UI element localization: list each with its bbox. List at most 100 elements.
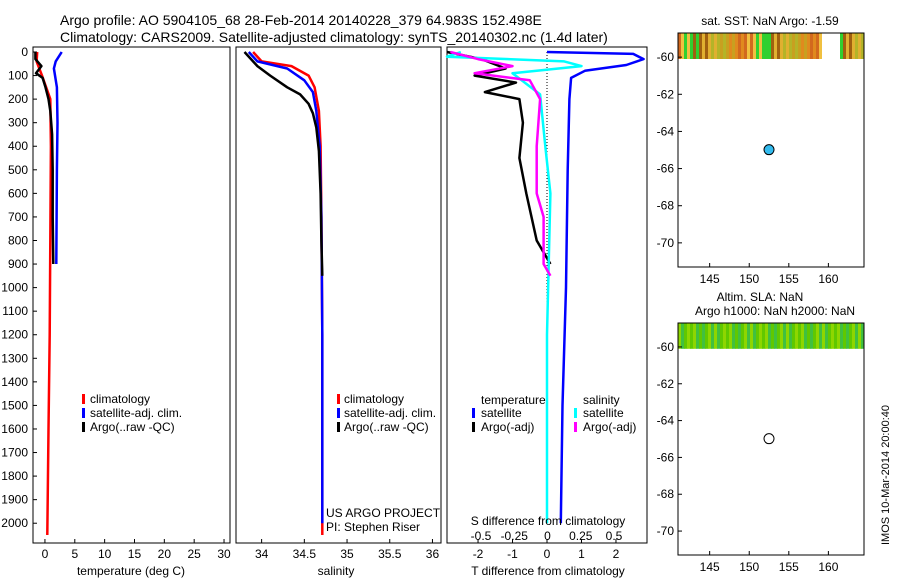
- lon-tick-label: 155: [779, 560, 799, 574]
- legend-swatch-climatology: [82, 394, 85, 404]
- strip-cell: [834, 323, 838, 349]
- strip-cell: [765, 323, 769, 349]
- strip-cell: [753, 323, 757, 349]
- sla-map-subtitle: Argo h1000: NaN h2000: NaN: [695, 304, 855, 318]
- x-tick-label: -2: [473, 547, 484, 561]
- strip-cell: [771, 323, 775, 349]
- sla-map-frame: [677, 322, 865, 556]
- strip-cell: [813, 33, 817, 59]
- series-line-t-satellite: [546, 50, 645, 524]
- strip-cell: [678, 33, 682, 59]
- strip-cell: [753, 33, 757, 59]
- strip-cell: [738, 33, 742, 59]
- sla-map-x-ticks: 145 150 155 160: [700, 551, 839, 574]
- strip-cell: [747, 33, 751, 59]
- legend-swatch-climatology: [337, 394, 340, 404]
- series-line-climatology: [252, 51, 324, 535]
- lat-tick-label: -64: [657, 414, 675, 428]
- strip-cell: [816, 323, 820, 349]
- strip-cell: [711, 33, 715, 59]
- strip-cell: [702, 33, 706, 59]
- depth-tick-label: 0: [21, 45, 28, 59]
- strip-cell: [852, 33, 856, 59]
- depth-tick-label: 1400: [1, 375, 28, 389]
- strip-cell: [849, 323, 853, 349]
- depth-tick-label: 600: [8, 186, 28, 200]
- strip-cell: [756, 33, 760, 59]
- x-tick-label: 35: [340, 547, 354, 561]
- depth-tick-label: 1700: [1, 446, 28, 460]
- strip-cell: [696, 33, 700, 59]
- depth-tick-label: 800: [8, 233, 28, 247]
- strip-cell: [759, 323, 763, 349]
- strip-cell: [819, 323, 823, 349]
- sla-map-panel: Altim. SLA: NaN Argo h1000: NaN h2000: N…: [657, 290, 865, 574]
- strip-cell: [729, 33, 733, 59]
- title-line-2: Climatology: CARS2009. Satellite-adjuste…: [60, 29, 608, 45]
- strip-cell: [774, 33, 778, 59]
- imos-timestamp: IMOS 10-Mar-2014 20:00:40: [880, 405, 892, 545]
- strip-cell: [717, 33, 721, 59]
- strip-cell: [699, 323, 703, 349]
- x-tick-label: 25: [188, 547, 202, 561]
- strip-cell: [807, 33, 811, 59]
- strip-cell: [759, 33, 763, 59]
- salinity-x-label: salinity: [318, 564, 355, 578]
- depth-tick-label: 200: [8, 92, 28, 106]
- strip-cell: [846, 323, 850, 349]
- lon-tick-label: 145: [700, 272, 720, 286]
- lat-tick-label: -70: [657, 524, 675, 538]
- legend-label-climatology: climatology: [90, 392, 150, 406]
- depth-axis-ticks: 0 100 200 300 400 500 600 700 800 900 1000 1100 1200…: [1, 45, 37, 530]
- legend-swatch-s-argo: [574, 422, 577, 432]
- strip-cell: [702, 323, 706, 349]
- strip-cell: [792, 33, 796, 59]
- x-tick-label: 34.5: [293, 547, 317, 561]
- series-line-satellite-adj-clim: [247, 51, 324, 524]
- sla-argo-location-marker: [763, 433, 775, 445]
- strip-cell: [849, 33, 853, 59]
- strip-cell: [762, 323, 766, 349]
- strip-cell: [795, 323, 799, 349]
- lat-tick-label: -66: [657, 162, 675, 176]
- strip-cell: [780, 323, 784, 349]
- strip-cell: [792, 323, 796, 349]
- strip-cell: [738, 323, 742, 349]
- legend-swatch-t-satellite: [472, 408, 475, 418]
- strip-cell: [804, 33, 808, 59]
- strip-cell: [714, 323, 718, 349]
- x-tick-label: 2: [613, 547, 620, 561]
- strip-cell: [816, 33, 820, 59]
- s-tick-label: -0.25: [501, 529, 529, 543]
- strip-cell: [735, 323, 739, 349]
- strip-cell: [783, 33, 787, 59]
- strip-cell: [858, 323, 862, 349]
- strip-cell: [684, 33, 688, 59]
- strip-cell: [708, 33, 712, 59]
- depth-tick-label: 1000: [1, 281, 28, 295]
- strip-cell: [801, 33, 805, 59]
- sst-map-frame: [677, 32, 865, 268]
- strip-cell: [693, 323, 697, 349]
- strip-cell: [810, 323, 814, 349]
- legend-label-satellite-adj: satellite-adj. clim.: [344, 406, 436, 420]
- strip-cell: [741, 323, 745, 349]
- s-difference-label: S difference from climatology: [471, 514, 626, 528]
- strip-cell: [762, 33, 766, 59]
- strip-cell: [744, 323, 748, 349]
- sla-map-y-ticks: -60 -62 -64 -66 -68 -70: [657, 340, 682, 538]
- strip-cell: [804, 323, 808, 349]
- strip-cell: [840, 323, 844, 349]
- strip-cell: [786, 323, 790, 349]
- legend-swatch-s-satellite: [574, 408, 577, 418]
- strip-cell: [732, 33, 736, 59]
- lon-tick-label: 150: [739, 272, 759, 286]
- strip-cell: [747, 323, 751, 349]
- temperature-x-label: temperature (deg C): [77, 564, 185, 578]
- strip-cell: [771, 33, 775, 59]
- lat-tick-label: -62: [657, 87, 675, 101]
- strip-cell: [678, 323, 682, 349]
- strip-cell: [837, 33, 841, 59]
- depth-tick-label: 1500: [1, 398, 28, 412]
- s-tick-label: -0.5: [471, 529, 492, 543]
